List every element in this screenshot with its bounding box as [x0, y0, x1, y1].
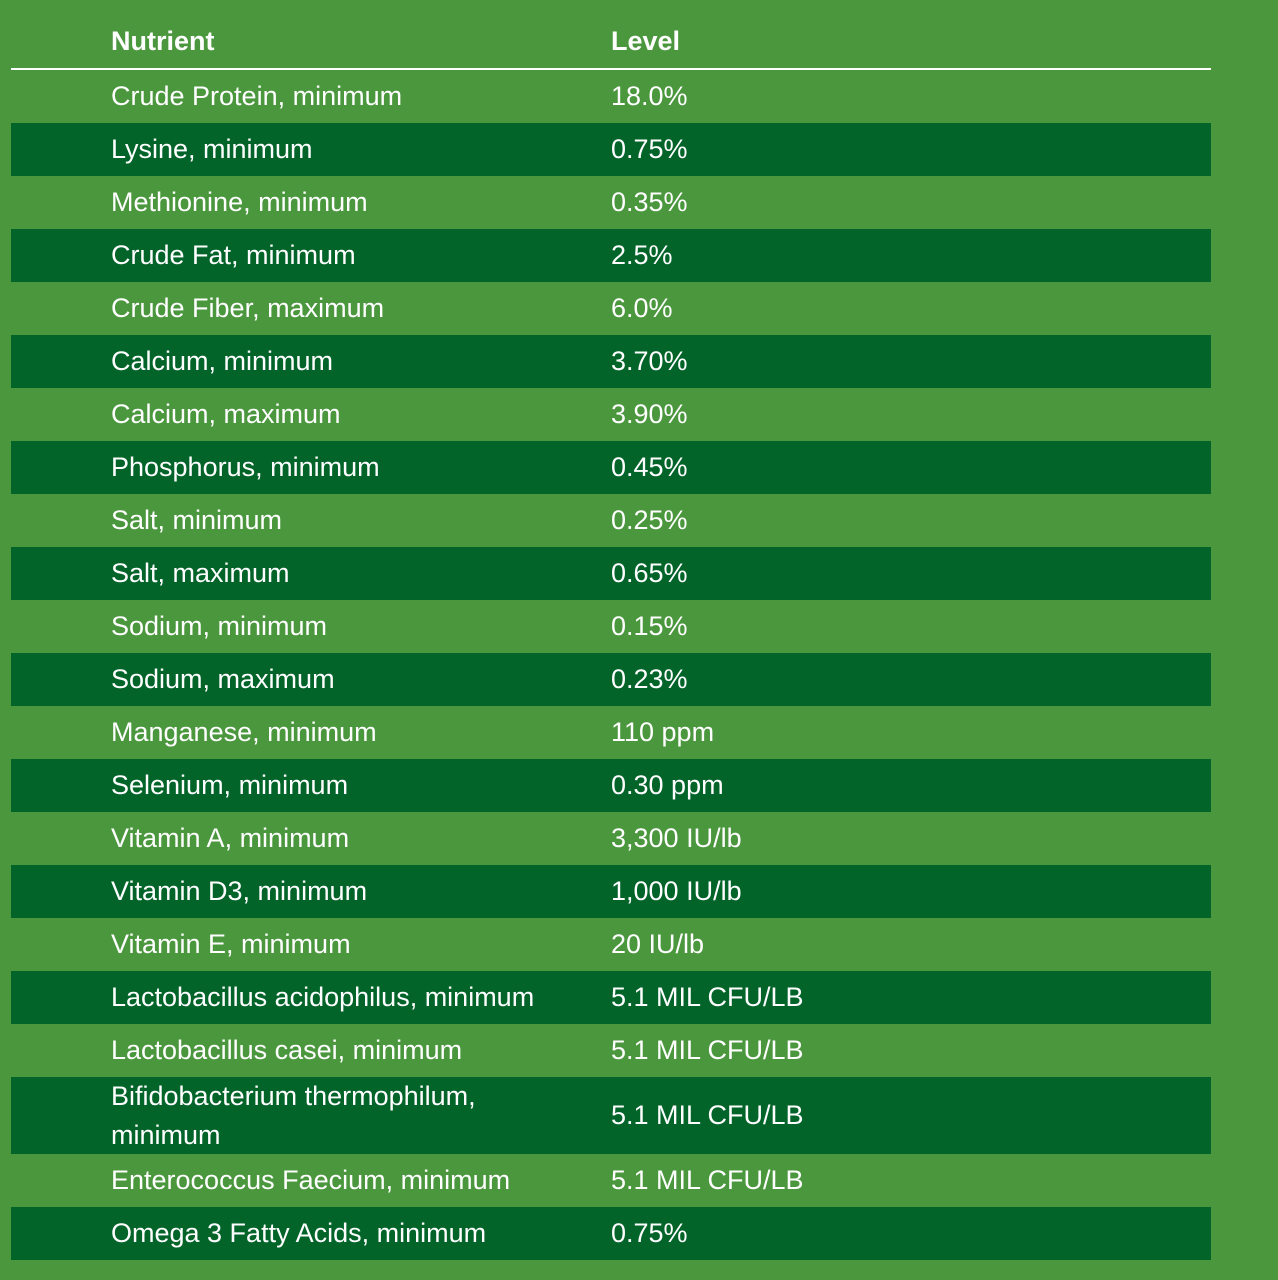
- level-cell: 0.65%: [611, 558, 688, 588]
- nutrient-cell: Lactobacillus casei, minimum: [111, 1035, 463, 1065]
- level-cell: 3,300 IU/lb: [611, 823, 742, 853]
- nutrient-cell: Calcium, minimum: [111, 346, 334, 376]
- nutrient-table: Nutrient Level Crude Protein, minimum 18…: [11, 14, 1211, 1260]
- level-cell: 3.90%: [611, 399, 688, 429]
- nutrient-cell: Selenium, minimum: [111, 770, 349, 800]
- level-cell: 110 ppm: [611, 717, 715, 747]
- table-row: Phosphorus, minimum 0.45%: [11, 441, 1211, 494]
- level-cell: 0.30 ppm: [611, 770, 724, 800]
- table-row: Crude Fiber, maximum 6.0%: [11, 282, 1211, 335]
- nutrient-cell: Bifidobacterium thermophilum, minimum: [111, 1080, 476, 1150]
- nutrient-cell: Lysine, minimum: [111, 134, 313, 164]
- table-row: Vitamin A, minimum 3,300 IU/lb: [11, 812, 1211, 865]
- table-row: Salt, maximum 0.65%: [11, 547, 1211, 600]
- level-cell: 0.23%: [611, 664, 688, 694]
- level-cell: 0.75%: [611, 134, 688, 164]
- level-cell: 2.5%: [611, 240, 673, 270]
- table-row: Manganese, minimum 110 ppm: [11, 706, 1211, 759]
- nutrient-cell: Crude Fiber, maximum: [111, 293, 385, 323]
- table-row: Lysine, minimum 0.75%: [11, 123, 1211, 176]
- level-cell: 18.0%: [611, 81, 688, 111]
- table-row: Crude Fat, minimum 2.5%: [11, 229, 1211, 282]
- header-level: Level: [611, 25, 681, 56]
- level-cell: 20 IU/lb: [611, 929, 705, 959]
- nutrient-cell: Vitamin A, minimum: [111, 823, 350, 853]
- table-row: Enterococcus Faecium, minimum 5.1 MIL CF…: [11, 1154, 1211, 1207]
- table-row: Omega 3 Fatty Acids, minimum 0.75%: [11, 1207, 1211, 1260]
- level-cell: 1,000 IU/lb: [611, 876, 742, 906]
- nutrient-cell: Sodium, maximum: [111, 664, 335, 694]
- level-cell: 0.45%: [611, 452, 688, 482]
- nutrient-cell: Calcium, maximum: [111, 399, 341, 429]
- level-cell: 0.75%: [611, 1218, 688, 1248]
- table-header: Nutrient Level: [11, 14, 1211, 70]
- table-row: Sodium, maximum 0.23%: [11, 653, 1211, 706]
- level-cell: 0.15%: [611, 611, 688, 641]
- level-cell: 5.1 MIL CFU/LB: [611, 1165, 804, 1195]
- nutrient-cell: Salt, minimum: [111, 505, 283, 535]
- nutrient-cell: Omega 3 Fatty Acids, minimum: [111, 1218, 487, 1248]
- table-row: Salt, minimum 0.25%: [11, 494, 1211, 547]
- table-row: Lactobacillus casei, minimum 5.1 MIL CFU…: [11, 1024, 1211, 1077]
- nutrient-cell: Sodium, minimum: [111, 611, 328, 641]
- table-row: Sodium, minimum 0.15%: [11, 600, 1211, 653]
- level-cell: 6.0%: [611, 293, 673, 323]
- table-row: Vitamin E, minimum 20 IU/lb: [11, 918, 1211, 971]
- nutrient-cell: Vitamin E, minimum: [111, 929, 351, 959]
- table-row: Methionine, minimum 0.35%: [11, 176, 1211, 229]
- nutrient-cell: Salt, maximum: [111, 558, 290, 588]
- nutrient-cell: Enterococcus Faecium, minimum: [111, 1165, 511, 1195]
- header-nutrient: Nutrient: [111, 25, 215, 56]
- nutrient-cell: Lactobacillus acidophilus, minimum: [111, 982, 535, 1012]
- table-row: Calcium, minimum 3.70%: [11, 335, 1211, 388]
- table-row: Calcium, maximum 3.90%: [11, 388, 1211, 441]
- level-cell: 3.70%: [611, 346, 688, 376]
- nutrient-cell: Crude Fat, minimum: [111, 240, 356, 270]
- level-cell: 5.1 MIL CFU/LB: [611, 1100, 804, 1130]
- nutrient-cell: Manganese, minimum: [111, 717, 377, 747]
- table-row: Lactobacillus acidophilus, minimum 5.1 M…: [11, 971, 1211, 1024]
- table-row: Selenium, minimum 0.30 ppm: [11, 759, 1211, 812]
- nutrient-cell: Vitamin D3, minimum: [111, 876, 368, 906]
- level-cell: 0.35%: [611, 187, 688, 217]
- level-cell: 5.1 MIL CFU/LB: [611, 1035, 804, 1065]
- nutrient-cell: Methionine, minimum: [111, 187, 368, 217]
- level-cell: 5.1 MIL CFU/LB: [611, 982, 804, 1012]
- level-cell: 0.25%: [611, 505, 688, 535]
- table-row: Bifidobacterium thermophilum, minimum 5.…: [11, 1077, 1211, 1154]
- table-row: Crude Protein, minimum 18.0%: [11, 70, 1211, 123]
- nutrient-cell: Crude Protein, minimum: [111, 81, 403, 111]
- nutrient-cell: Phosphorus, minimum: [111, 452, 380, 482]
- table-row: Vitamin D3, minimum 1,000 IU/lb: [11, 865, 1211, 918]
